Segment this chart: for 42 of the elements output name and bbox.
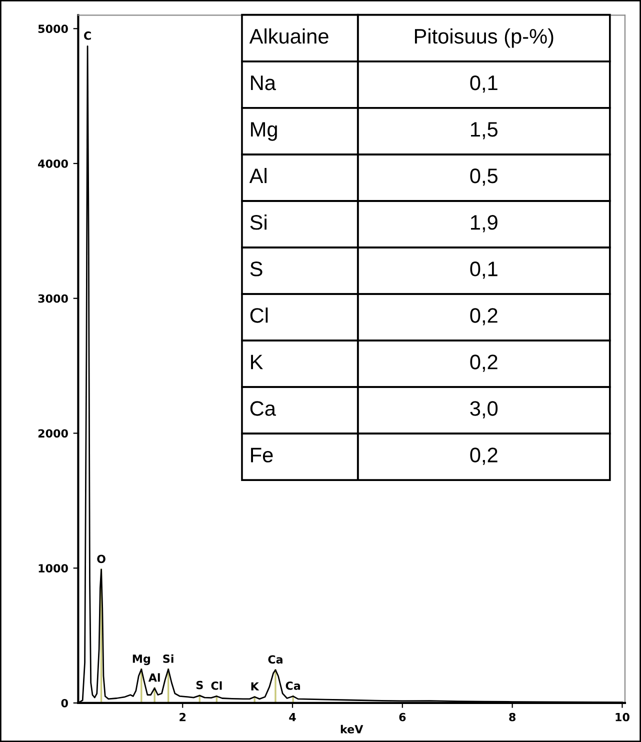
category-label: Fe [251,448,273,462]
x-tick-label: 10 [616,712,630,722]
y-tick-label: 4000 [38,159,68,168]
y-tick-label: 1000 [38,564,68,572]
annotation: Alkuaine [249,28,328,44]
text: 3,0 [470,401,498,418]
annotation: Si [163,654,174,663]
x-tick-label: 2 [180,712,186,722]
x-tick-label: 6 [399,712,406,722]
text: 0,1 [470,262,498,279]
annotation: K [251,682,260,690]
category-label: K [251,354,263,370]
annotation: C [84,31,91,40]
text: 1,9 [471,215,498,232]
annotation: S [196,680,203,690]
annotation: Ca [286,682,300,690]
category-label: Al [249,168,266,184]
annotation: Al [148,673,160,682]
annotation: O [97,554,106,564]
annotation: Cl [211,681,222,690]
category-label: Si [250,214,266,230]
category-label: Mg [251,122,277,141]
y-tick-label: 3000 [38,294,68,303]
y-tick-label: 0 [61,698,68,708]
category-label: Cl [250,308,268,323]
text: 0,1 [470,75,498,93]
x-axis-title: keV [340,724,364,734]
annotation: Ca [268,655,282,664]
text: 0,2 [470,448,498,465]
category-label: Na [251,76,276,90]
x-tick-label: 4 [289,713,296,722]
text: 0,5 [470,168,498,186]
text: 0,2 [470,308,498,326]
text: 0,2 [470,354,498,372]
y-tick-label: 5000 [38,24,68,34]
x-tick-label: 8 [509,712,516,722]
y-tick-label: 2000 [38,429,68,438]
category-label: S [250,262,262,276]
category-label: Ca [250,401,276,416]
annotation: Mg [132,654,150,666]
annotation: Pitoisuus (p-%) [414,28,554,48]
text: 1,5 [471,122,498,140]
